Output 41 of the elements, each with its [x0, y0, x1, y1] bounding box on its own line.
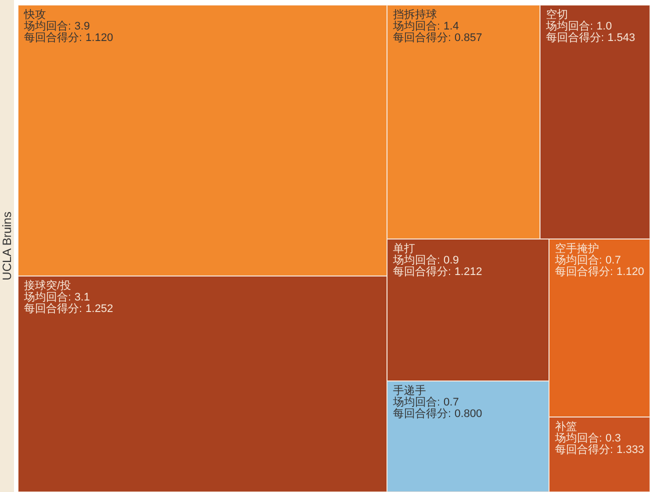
text: UCLA Bruins — [0, 212, 14, 280]
data-label: 0.857 — [454, 32, 482, 44]
data-label: 1.120 — [86, 32, 114, 44]
category-label: 快攻 — [23, 8, 46, 21]
category-label: 单打 — [393, 242, 415, 255]
data-label: 1.543 — [608, 32, 636, 44]
text: 每回合得分: — [393, 408, 452, 420]
text: 每回合得分: — [555, 444, 614, 456]
text: 每回合得分: — [555, 266, 614, 278]
text: 每回合得分: — [393, 32, 452, 44]
data-label: 1.252 — [86, 303, 114, 315]
series-label: 场均回合: — [23, 20, 72, 32]
category-label: 手递手 — [393, 384, 426, 397]
data-label: 1.212 — [454, 266, 482, 278]
text: 场均回合: — [555, 432, 602, 444]
text: 场均回合: — [555, 254, 602, 266]
data-label: 3.1 — [74, 292, 90, 304]
data-label: 0.800 — [454, 408, 482, 420]
text: 每回合得分: — [393, 266, 452, 278]
data-label: 1.333 — [616, 444, 644, 456]
text: 场均回合: — [546, 20, 594, 32]
category-label: 接球突/投 — [24, 279, 72, 292]
text: 每回合得分: — [24, 31, 82, 44]
data-label: 1.4 — [444, 20, 459, 32]
category-label: 空手掩护 — [555, 242, 599, 255]
category-label: 补篮 — [555, 420, 577, 433]
text: 每回合得分: — [24, 303, 82, 315]
text: 场均回合: — [393, 396, 440, 408]
text: 场均回合: — [393, 20, 440, 32]
data-label: 3.9 — [74, 20, 90, 32]
data-label: 0.3 — [606, 432, 621, 444]
category-label: 挡拆持球 — [393, 8, 437, 21]
text: 每回合得分: — [546, 32, 604, 44]
category-label: 空切 — [546, 8, 568, 21]
data-label: 1.120 — [616, 266, 644, 278]
data-label: 0.7 — [444, 396, 459, 408]
text: 场均回合: — [393, 254, 440, 266]
text: 场均回合: — [24, 292, 72, 304]
data-label: 1.0 — [596, 20, 612, 32]
data-label: 0.7 — [606, 254, 621, 266]
data-label: 0.9 — [444, 254, 459, 266]
